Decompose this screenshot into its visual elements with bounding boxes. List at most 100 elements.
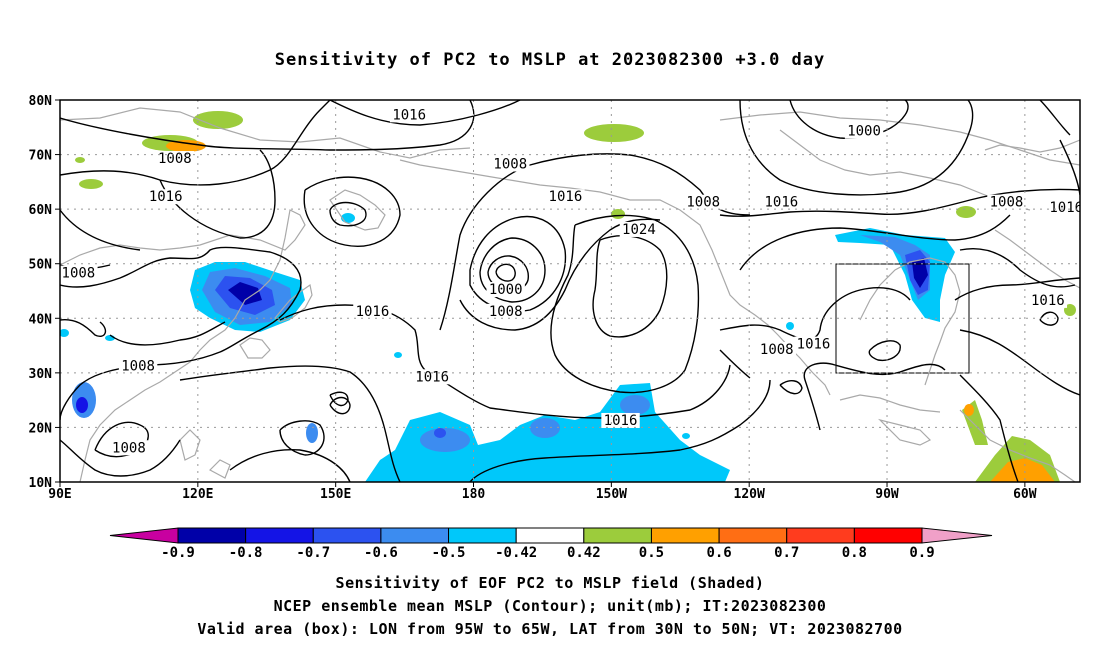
contour-label: 1008 bbox=[686, 195, 720, 211]
colorbar-swatch bbox=[650, 527, 720, 544]
colorbar-swatch bbox=[853, 527, 923, 544]
lat-tick-label: 40N bbox=[29, 312, 53, 327]
colorbar-label: 0.9 bbox=[909, 545, 934, 561]
positive-sensitivity-patch bbox=[193, 111, 243, 129]
contour-label: 1016 bbox=[415, 369, 449, 385]
footer-caption-shading: Sensitivity of EOF PC2 to MSLP field (Sh… bbox=[335, 574, 765, 592]
lat-tick-label: 60N bbox=[29, 203, 53, 218]
colorbar-label: -0.7 bbox=[296, 545, 330, 561]
lat-tick-label: 50N bbox=[29, 258, 53, 273]
colorbar-high-end bbox=[921, 527, 993, 544]
colorbar-label: -0.42 bbox=[495, 545, 537, 561]
contour-label: 1016 bbox=[1031, 293, 1065, 309]
positive-sensitivity-patch bbox=[166, 140, 206, 152]
lon-tick-label: 150W bbox=[596, 487, 627, 502]
negative-sensitivity-patch bbox=[306, 423, 318, 443]
contour-label: 1008 bbox=[121, 358, 155, 374]
lon-tick-label: 60W bbox=[1013, 487, 1037, 502]
positive-sensitivity-patch bbox=[75, 157, 85, 163]
contour-label-bg bbox=[486, 282, 525, 297]
negative-sensitivity-patch bbox=[76, 397, 88, 413]
valid-area-box bbox=[835, 263, 970, 374]
contour-label-bg bbox=[389, 107, 429, 123]
footer-caption-valid-area: Valid area (box): LON from 95W to 65W, L… bbox=[197, 620, 903, 638]
colorbar-label: -0.6 bbox=[364, 545, 398, 561]
colorbar-swatch bbox=[583, 527, 652, 544]
colorbar-label: 0.5 bbox=[639, 545, 664, 561]
colorbar-low-end bbox=[109, 527, 179, 544]
map-border bbox=[59, 99, 1081, 483]
contour-label: 1016 bbox=[392, 107, 426, 123]
contour-label-bg bbox=[987, 194, 1026, 210]
contour-label: 1008 bbox=[112, 440, 146, 456]
lat-tick-label: 70N bbox=[29, 149, 53, 164]
contour-label: 1024 bbox=[622, 222, 656, 238]
footer-caption-contour: NCEP ensemble mean MSLP (Contour); unit(… bbox=[273, 597, 827, 615]
contour-label-bg bbox=[844, 123, 884, 139]
negative-sensitivity-patch bbox=[394, 352, 402, 358]
positive-sensitivity-patch bbox=[956, 206, 976, 218]
contour-label-bg bbox=[684, 194, 723, 210]
contour-label-bg bbox=[546, 189, 585, 205]
colorbar-swatch bbox=[718, 527, 788, 544]
colorbar-label: 0.8 bbox=[842, 545, 867, 561]
colorbar-swatch bbox=[515, 527, 585, 544]
contour-label-bg bbox=[146, 189, 185, 205]
contour-label: 1000 bbox=[847, 124, 881, 140]
contour-label: 1016 bbox=[1049, 200, 1083, 216]
contour-label: 1016 bbox=[604, 413, 638, 429]
lat-tick-label: 10N bbox=[29, 476, 53, 491]
lon-tick-label: 180 bbox=[462, 487, 486, 502]
colorbar-label: 0.42 bbox=[567, 545, 601, 561]
contour-label: 1016 bbox=[549, 189, 583, 205]
sensitivity-shading bbox=[60, 111, 1076, 482]
lat-tick-label: 30N bbox=[29, 367, 53, 382]
contour-label-bg bbox=[619, 221, 659, 237]
lon-tick-label: 120E bbox=[182, 487, 213, 502]
lon-tick-label: 150E bbox=[320, 487, 351, 502]
contour-label-bg bbox=[1028, 292, 1068, 308]
lon-tick-label: 90W bbox=[875, 487, 899, 502]
contour-label: 1008 bbox=[493, 156, 527, 172]
contour-label-bg bbox=[757, 342, 796, 358]
positive-sensitivity-patch bbox=[990, 458, 1055, 482]
negative-sensitivity-patch bbox=[620, 395, 650, 415]
contour-label: 1016 bbox=[797, 337, 831, 353]
positive-sensitivity-patch bbox=[79, 179, 103, 189]
colorbar-label: -0.8 bbox=[229, 545, 263, 561]
contour-label: 1016 bbox=[764, 195, 798, 211]
negative-sensitivity-patch bbox=[530, 418, 560, 438]
coastlines bbox=[60, 107, 1080, 482]
contour-label: 1008 bbox=[158, 151, 192, 167]
lon-tick-label: 90E bbox=[48, 487, 71, 502]
contour-label: 1008 bbox=[489, 304, 523, 320]
contour-label: 1008 bbox=[990, 195, 1024, 211]
contour-label-bg bbox=[1047, 200, 1080, 216]
contour-label-bg bbox=[491, 156, 530, 172]
negative-sensitivity-patch bbox=[786, 322, 794, 330]
negative-sensitivity-patch bbox=[60, 329, 69, 337]
positive-sensitivity-patch bbox=[611, 209, 625, 219]
negative-sensitivity-patch bbox=[434, 428, 446, 438]
map-title: Sensitivity of PC2 to MSLP at 2023082300… bbox=[274, 50, 826, 70]
lat-tick-label: 80N bbox=[29, 94, 53, 109]
positive-sensitivity-patch bbox=[964, 404, 974, 416]
positive-sensitivity-patch bbox=[584, 124, 644, 142]
contour-label: 1008 bbox=[760, 342, 794, 358]
contour-label: 1016 bbox=[149, 189, 183, 205]
mslp-contours bbox=[60, 100, 1080, 482]
lon-tick-label: 120W bbox=[734, 487, 765, 502]
contour-label-bg bbox=[353, 303, 392, 319]
negative-sensitivity-patch bbox=[682, 433, 690, 439]
contour-label-bg bbox=[486, 303, 525, 319]
negative-sensitivity-patch bbox=[228, 282, 262, 305]
contour-label-bg bbox=[412, 369, 452, 385]
contour-label-bg bbox=[118, 358, 158, 374]
colorbar-swatch bbox=[786, 527, 855, 544]
negative-sensitivity-patch bbox=[912, 258, 928, 288]
contour-label-bg bbox=[109, 440, 149, 456]
colorbar-label: -0.5 bbox=[432, 545, 466, 561]
